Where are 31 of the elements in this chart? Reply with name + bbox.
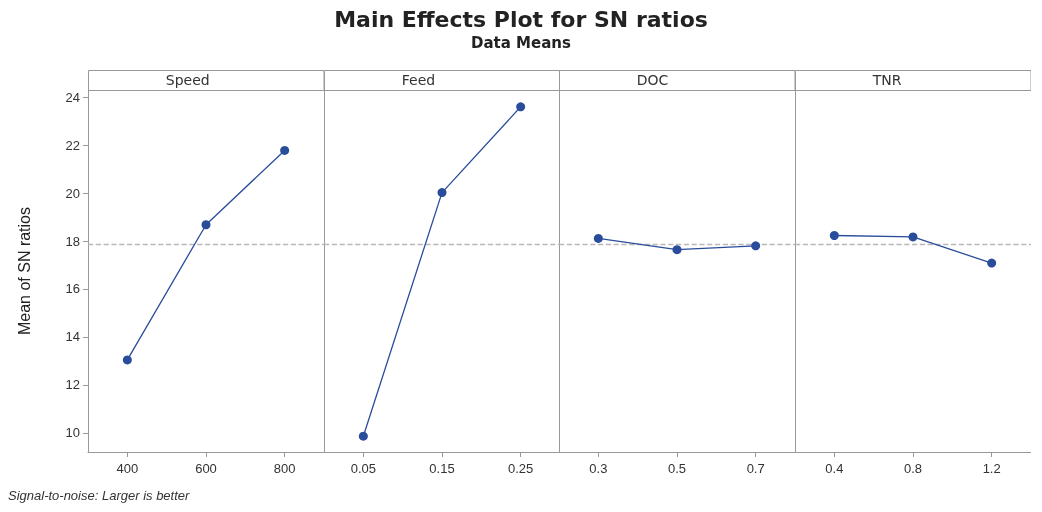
x-tick-label: 1.2: [982, 461, 1001, 476]
y-tick-label: 24: [65, 89, 80, 105]
x-tick-label: 0.4: [824, 461, 843, 476]
x-axis-title: Feed: [401, 72, 435, 88]
y-tick-label: 20: [65, 185, 80, 201]
x-axis-title: DOC: [636, 72, 669, 88]
x-axis-title: Speed: [165, 72, 210, 88]
x-tick-label: 0.15: [428, 461, 455, 476]
x-tick-label: 0.5: [667, 461, 687, 476]
point: [201, 220, 211, 230]
x-tick-label: 400: [116, 461, 139, 476]
x-tick-label: 0.3: [589, 461, 608, 476]
x-tick-label: 0.8: [903, 461, 922, 476]
text: Signal-to-noise: Larger is better: [8, 488, 190, 503]
x-tick-label: 0.25: [507, 461, 533, 476]
y-tick-label: 22: [65, 137, 80, 153]
y-tick-label: 18: [65, 233, 80, 249]
x-tick-label: 0.05: [350, 461, 376, 476]
x-tick-label: 0.7: [746, 461, 765, 476]
point: [280, 145, 290, 155]
y-axis-title: Mean of SN ratios: [15, 206, 33, 336]
x-tick-label: 800: [273, 461, 296, 476]
chart-subtitle: Data Means: [470, 34, 572, 52]
y-tick-label: 16: [65, 281, 80, 297]
y-tick-label: 10: [65, 425, 80, 441]
x-tick-label: 600: [195, 461, 217, 476]
y-tick-label: 12: [65, 377, 80, 393]
x-axis-title: TNR: [871, 72, 902, 88]
y-tick-label: 14: [65, 329, 80, 345]
chart-title: Main Effects Plot for SN ratios: [333, 7, 709, 32]
point: [122, 355, 132, 365]
